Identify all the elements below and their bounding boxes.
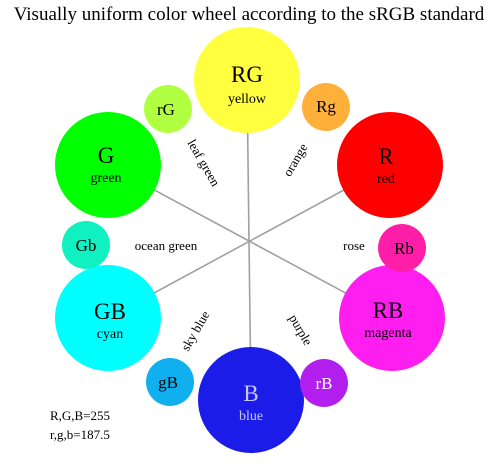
circle-cyan: [55, 265, 161, 371]
spoke-red-cyan: [107, 164, 391, 319]
label-rb-small: Rb: [394, 239, 414, 258]
spoke-label-skyblue: sky blue: [178, 308, 213, 354]
label-gb-name: cyan: [97, 327, 123, 342]
circle-green: [55, 112, 161, 218]
label-rb-name: magenta: [364, 326, 412, 341]
label-rgl-small: rG: [157, 100, 175, 119]
spoke-label-purple: purple: [286, 312, 316, 348]
label-r-code: R: [378, 144, 394, 169]
circle-skyblue-small: [146, 358, 194, 406]
circle-yellow: [194, 27, 300, 133]
label-gb-code: GB: [94, 299, 126, 324]
label-g-name: green: [90, 171, 121, 186]
spoke-label-rose: rose: [343, 238, 365, 253]
circle-magenta: [339, 265, 445, 371]
spoke-label-orange: orange: [280, 140, 311, 178]
label-gb-small: gB: [158, 373, 178, 392]
label-rb-code: RB: [373, 298, 404, 323]
footnote-line-2: r,g,b=187.5: [50, 427, 110, 442]
label-g-code: G: [98, 143, 115, 168]
circle-red: [337, 112, 443, 218]
spoke-yellow-blue: [246, 79, 252, 401]
label-rg-name: yellow: [228, 92, 267, 107]
footnote: R,G,B=255 r,g,b=187.5: [50, 406, 110, 444]
circle-orange-small: [302, 83, 350, 131]
label-b-name: blue: [239, 409, 263, 424]
label-rg-small: Rg: [316, 97, 336, 116]
spoke-label-oceangreen: ocean green: [135, 238, 198, 253]
footnote-line-1: R,G,B=255: [50, 408, 111, 423]
label-rbl-small: rB: [316, 374, 333, 393]
circle-leafgreen-small: [144, 85, 192, 133]
circle-purple-small: [300, 359, 348, 407]
circle-rose-small: [378, 224, 426, 272]
diagram-title: Visually uniform color wheel according t…: [13, 4, 485, 25]
spokes: [107, 79, 393, 401]
circle-blue: [198, 347, 304, 453]
label-gbs-small: Gb: [76, 236, 97, 255]
label-r-name: red: [377, 172, 395, 187]
label-b-code: B: [243, 381, 258, 406]
label-rg-code: RG: [231, 62, 263, 87]
spoke-label-leafgreen: leaf green: [184, 137, 223, 190]
circle-oceangreen-small: [62, 221, 110, 269]
